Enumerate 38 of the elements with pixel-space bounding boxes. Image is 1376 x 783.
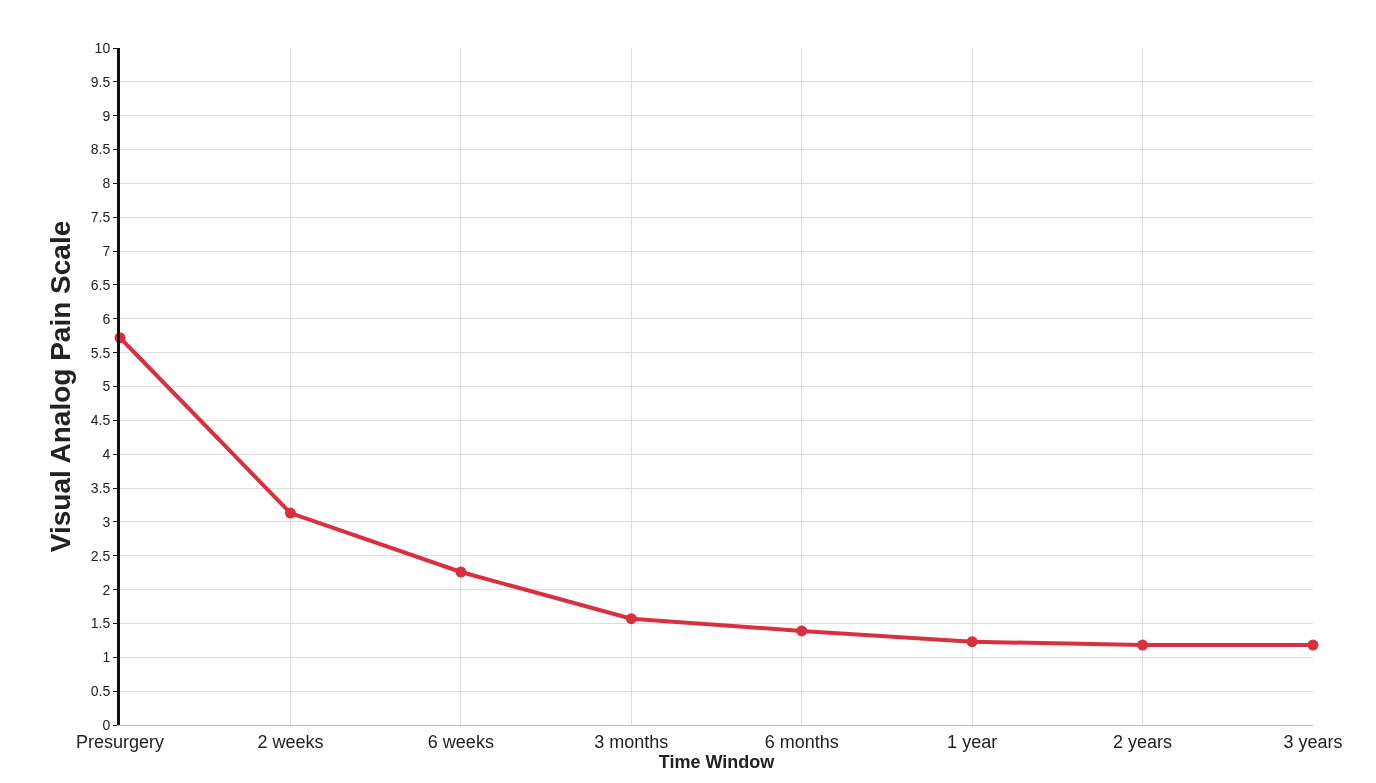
point — [796, 625, 808, 637]
x-tick-label: Presurgery — [75, 731, 165, 752]
x-tick-label: 3 years — [1283, 731, 1343, 752]
point — [966, 636, 978, 648]
point — [625, 613, 637, 625]
y-tick-label: 1.5 — [90, 615, 111, 632]
y-tick-label: 8 — [102, 175, 111, 192]
point — [1137, 639, 1149, 651]
y-tick-label: 7.5 — [90, 209, 111, 226]
x-tick-label: 6 weeks — [427, 731, 494, 752]
y-tick-label: 6.5 — [90, 276, 111, 293]
y-tick-label: 1 — [102, 649, 111, 666]
x-tick-label: 6 months — [764, 731, 839, 752]
y-tick-label: 0.5 — [90, 683, 111, 700]
y-tick-label: 8.5 — [90, 141, 111, 158]
y-tick-label: 4.5 — [90, 412, 111, 429]
y-tick-label: 4 — [102, 446, 111, 463]
y-tick-label: 2.5 — [90, 547, 111, 564]
point — [1307, 639, 1319, 651]
x-tick-label: 3 months — [594, 731, 669, 752]
x-tick-label: 2 weeks — [257, 731, 324, 752]
y-tick-label: 3 — [102, 513, 111, 530]
y-tick-label: 6 — [102, 310, 111, 327]
y-tick-label: 10 — [94, 39, 111, 56]
y-tick-label: 9 — [102, 107, 111, 124]
y-tick-label: 5 — [102, 378, 111, 395]
y-axis-title: Visual Analog Pain Scale — [45, 220, 77, 553]
y-tick-label: 7 — [102, 243, 111, 259]
y-tick-label: 5.5 — [90, 344, 111, 361]
x-axis-title: Time Window — [658, 751, 776, 772]
y-tick-label: 0 — [102, 716, 111, 733]
x-tick-label: 1 year — [947, 731, 998, 752]
x-tick-label: 2 years — [1113, 731, 1173, 752]
point — [455, 566, 467, 578]
y-tick-label: 9.5 — [90, 73, 111, 90]
point — [284, 507, 296, 519]
y-tick-label: 2 — [102, 581, 111, 598]
y-tick-label: 3.5 — [90, 479, 111, 496]
